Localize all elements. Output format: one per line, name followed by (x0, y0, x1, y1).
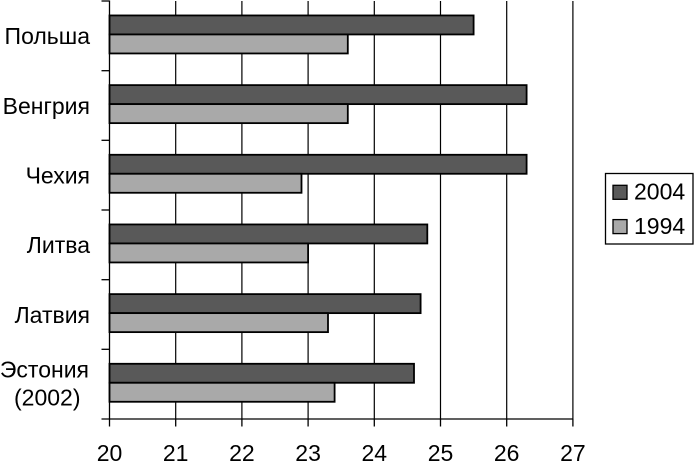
svg-text:24: 24 (362, 440, 388, 465)
svg-text:Чехия: Чехия (26, 163, 90, 189)
svg-text:20: 20 (97, 440, 123, 465)
svg-text:22: 22 (229, 440, 255, 465)
svg-text:Венгрия: Венгрия (3, 93, 90, 119)
svg-text:Эстония: Эстония (0, 357, 89, 383)
svg-text:25: 25 (428, 440, 454, 465)
svg-text:21: 21 (163, 440, 189, 465)
svg-text:(2002): (2002) (14, 385, 80, 411)
svg-text:Литва: Литва (27, 232, 90, 258)
svg-text:Латвия: Латвия (15, 302, 90, 328)
svg-text:Польша: Польша (5, 23, 91, 49)
svg-text:27: 27 (560, 440, 586, 465)
svg-text:26: 26 (494, 440, 520, 465)
svg-text:1994: 1994 (634, 213, 685, 239)
svg-text:23: 23 (295, 440, 321, 465)
svg-text:2004: 2004 (634, 178, 685, 204)
